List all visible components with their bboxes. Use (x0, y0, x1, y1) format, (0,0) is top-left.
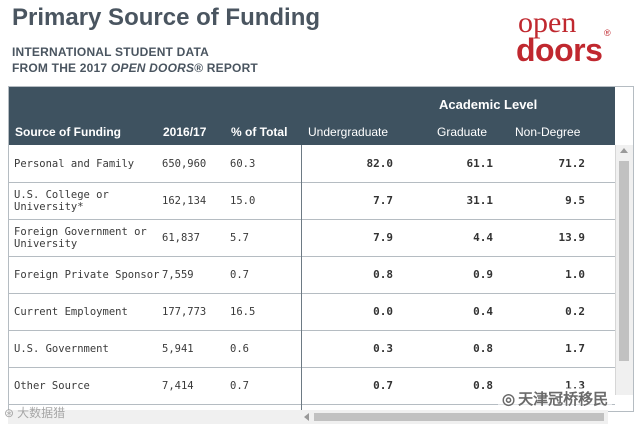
cell-source: Other Source (14, 379, 90, 392)
cell-pct: 16.5 (230, 305, 256, 318)
logo-open-text: open (518, 6, 577, 39)
table-header: Academic Level Source of Funding 2016/17… (9, 87, 615, 145)
cell-year: 5,941 (162, 342, 194, 355)
watermark-left: ⊛ 大数据猎 (4, 404, 65, 421)
cell-undergrad: 0.3 (373, 342, 393, 355)
cell-undergrad: 7.7 (373, 194, 393, 207)
table-row: Foreign Government or University 61,837 5.… (9, 219, 615, 257)
cell-graduate: 0.8 (473, 379, 493, 392)
open-doors-logo: open ® doors (508, 6, 618, 68)
table-row: Foreign Private Sponsor 7,559 0.7 0.8 0.9 1.0 (9, 256, 615, 294)
cell-undergrad: 7.9 (373, 231, 393, 244)
table-row: Current Employment 177,773 16.5 0.0 0.4 0.2 (9, 293, 615, 331)
academic-level-header: Academic Level (439, 97, 538, 112)
col-undergraduate[interactable]: Undergraduate (308, 125, 389, 139)
cell-pct: 0.7 (230, 268, 249, 281)
cell-year: 61,837 (162, 231, 200, 244)
cell-nondegree: 71.2 (558, 157, 586, 170)
subtitle-line-2: FROM THE 2017 OPEN DOORS® REPORT (12, 60, 258, 76)
subtitle-italic: OPEN DOORS (110, 61, 195, 75)
cell-nondegree: 0.2 (565, 305, 585, 318)
cell-source: U.S. Government (14, 342, 109, 355)
cell-graduate: 31.1 (466, 194, 494, 207)
cell-nondegree: 1.7 (565, 342, 585, 355)
cell-source: U.S. College or University* (14, 188, 109, 213)
cell-pct: 60.3 (230, 157, 256, 170)
cell-nondegree: 1.0 (565, 268, 585, 281)
table-row: Other Source 7,414 0.7 0.7 0.8 1.3 (9, 367, 615, 405)
cell-year: 7,414 (162, 379, 194, 392)
page-title: Primary Source of Funding (12, 4, 321, 31)
watermark-left-text: 大数据猎 (17, 406, 66, 420)
cell-undergrad: 82.0 (366, 157, 394, 170)
col-pct-of-total[interactable]: % of Total (231, 125, 288, 139)
cell-source: Personal and Family (14, 157, 135, 170)
table-row: U.S. College or University* 162,134 15.0 7.… (9, 182, 615, 220)
cell-undergrad: 0.7 (373, 379, 393, 392)
cell-year: 177,773 (162, 305, 207, 318)
vertical-scrollbar[interactable] (615, 145, 633, 395)
cell-graduate: 0.4 (473, 305, 493, 318)
cell-pct: 0.6 (230, 342, 249, 355)
cell-pct: 15.0 (230, 194, 256, 207)
horizontal-scroll-thumb[interactable] (314, 413, 604, 421)
cell-graduate: 0.9 (473, 268, 493, 281)
cell-source: Foreign Private Sponsor (14, 268, 160, 281)
subtitle-line-1: INTERNATIONAL STUDENT DATA (12, 45, 209, 59)
col-2016-17[interactable]: 2016/17 (163, 125, 207, 139)
scroll-left-arrow-icon[interactable] (304, 413, 309, 421)
column-divider (301, 145, 302, 411)
cell-graduate: 0.8 (473, 342, 493, 355)
watermark-right: ◎ 天津冠桥移民 (498, 388, 613, 409)
subtitle-pre: FROM THE 2017 (12, 61, 111, 75)
watermark-left-icon: ⊛ (4, 406, 15, 420)
cell-undergrad: 0.8 (373, 268, 393, 281)
watermark-right-text: 天津冠桥移民 (518, 391, 609, 408)
cell-year: 7,559 (162, 268, 194, 281)
logo-doors-text: doors (516, 32, 603, 68)
vertical-scroll-thumb[interactable] (619, 161, 629, 361)
page-subtitle: INTERNATIONAL STUDENT DATA FROM THE 2017… (12, 44, 258, 76)
cell-nondegree: 13.9 (558, 231, 586, 244)
horizontal-scrollbar[interactable] (8, 410, 608, 424)
cell-year: 162,134 (162, 194, 207, 207)
cell-pct: 0.7 (230, 379, 249, 392)
cell-graduate: 61.1 (466, 157, 494, 170)
cell-graduate: 4.4 (473, 231, 493, 244)
logo-registered-mark: ® (604, 28, 611, 38)
scroll-up-arrow-icon[interactable] (620, 148, 628, 153)
cell-source: Foreign Government or University (14, 225, 147, 250)
col-source-of-funding[interactable]: Source of Funding (15, 125, 121, 139)
funding-table: Academic Level Source of Funding 2016/17… (8, 86, 634, 412)
table-row: U.S. Government 5,941 0.6 0.3 0.8 1.7 (9, 330, 615, 368)
cell-nondegree: 9.5 (565, 194, 585, 207)
cell-year: 650,960 (162, 157, 207, 170)
subtitle-post: ® REPORT (194, 61, 258, 75)
wechat-icon: ◎ (502, 391, 516, 408)
col-graduate[interactable]: Graduate (437, 125, 488, 139)
col-non-degree[interactable]: Non-Degree (515, 125, 581, 139)
cell-pct: 5.7 (230, 231, 249, 244)
cell-undergrad: 0.0 (373, 305, 393, 318)
table-row: Personal and Family 650,960 60.3 82.0 61.1 71… (9, 145, 615, 183)
cell-source: Current Employment (14, 305, 128, 318)
